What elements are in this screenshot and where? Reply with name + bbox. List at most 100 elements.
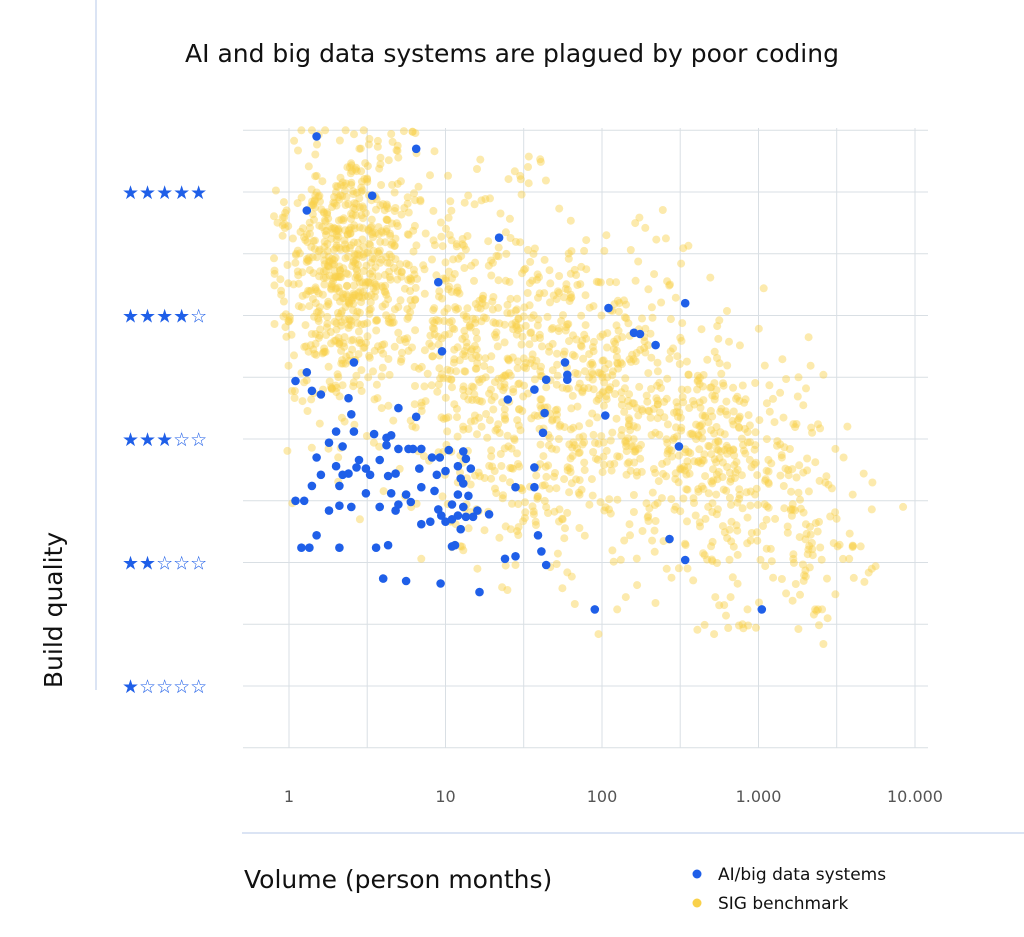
sig-benchmark-point (684, 370, 693, 379)
sig-benchmark-point (596, 369, 605, 378)
sig-benchmark-point (334, 216, 343, 225)
sig-benchmark-point (315, 419, 324, 428)
sig-benchmark-point (494, 276, 503, 285)
sig-benchmark-point (640, 343, 649, 352)
sig-benchmark-point (751, 428, 760, 437)
sig-benchmark-point (707, 383, 716, 392)
sig-benchmark-point (390, 188, 399, 197)
sig-benchmark-point (421, 229, 430, 238)
sig-benchmark-point (520, 363, 529, 372)
sig-benchmark-point (393, 222, 402, 230)
sig-benchmark-point (632, 349, 641, 357)
sig-benchmark-point (420, 346, 429, 355)
sig-benchmark-point (411, 196, 419, 205)
sig-benchmark-point (315, 245, 324, 254)
sig-benchmark-point (367, 258, 376, 267)
sig-benchmark-point (378, 340, 387, 349)
sig-benchmark-point (738, 620, 747, 629)
sig-benchmark-point (443, 427, 452, 436)
sig-benchmark-point (459, 422, 468, 431)
sig-benchmark-point (453, 413, 461, 422)
sig-benchmark-point (794, 373, 803, 382)
sig-benchmark-point (602, 446, 611, 455)
sig-benchmark-point (396, 296, 405, 305)
ai-bigdata-point (417, 444, 426, 454)
sig-benchmark-point (501, 372, 510, 381)
sig-benchmark-point (372, 316, 380, 325)
sig-benchmark-point (562, 280, 571, 289)
sig-benchmark-point (342, 245, 351, 254)
sig-benchmark-point (777, 451, 786, 460)
sig-benchmark-point (467, 261, 476, 270)
sig-benchmark-point (741, 449, 750, 458)
sig-benchmark-point (336, 245, 345, 254)
sig-benchmark-point (533, 494, 542, 503)
sig-benchmark-point (354, 260, 362, 269)
sig-benchmark-point (468, 382, 476, 391)
sig-benchmark-point (538, 481, 547, 490)
sig-benchmark-point (564, 320, 573, 328)
sig-benchmark-point (373, 136, 382, 145)
sig-benchmark-point (423, 369, 432, 378)
sig-benchmark-point (592, 396, 601, 405)
sig-benchmark-point (460, 198, 469, 207)
sig-benchmark-point (396, 260, 404, 269)
sig-benchmark-point (607, 466, 616, 475)
sig-benchmark-point (629, 491, 638, 499)
sig-benchmark-point (339, 294, 348, 302)
sig-benchmark-point (365, 309, 374, 318)
sig-benchmark-point (444, 213, 453, 222)
sig-benchmark-point (447, 375, 455, 384)
sig-benchmark-point (436, 218, 445, 227)
sig-benchmark-point (302, 342, 310, 351)
sig-benchmark-point (396, 177, 405, 186)
sig-benchmark-point (331, 253, 340, 262)
sig-benchmark-point (498, 583, 507, 592)
sig-benchmark-point (324, 362, 333, 371)
sig-benchmark-point (445, 282, 454, 291)
sig-benchmark-point (320, 209, 329, 218)
sig-benchmark-point (645, 407, 654, 416)
sig-benchmark-point (667, 495, 676, 504)
sig-benchmark-point (515, 462, 524, 471)
sig-benchmark-point (388, 137, 397, 146)
sig-benchmark-point (305, 253, 314, 262)
sig-benchmark-point (496, 382, 505, 391)
sig-benchmark-point (324, 297, 333, 306)
sig-benchmark-point (764, 479, 773, 488)
sig-benchmark-point (335, 287, 344, 296)
ai-bigdata-point (437, 347, 447, 356)
sig-benchmark-point (561, 524, 569, 533)
sig-benchmark-point (776, 440, 785, 449)
sig-benchmark-point (299, 224, 307, 233)
sig-benchmark-point (380, 206, 389, 215)
sig-benchmark-point (711, 438, 720, 447)
sig-benchmark-point (349, 190, 358, 198)
sig-benchmark-point (378, 283, 387, 292)
sig-benchmark-point (303, 238, 312, 246)
sig-benchmark-point (806, 361, 815, 370)
sig-benchmark-point (570, 441, 579, 450)
sig-benchmark-point (312, 350, 321, 359)
sig-benchmark-point (363, 332, 372, 341)
sig-benchmark-point (631, 219, 640, 228)
sig-benchmark-point (555, 204, 564, 213)
sig-benchmark-point (326, 328, 335, 336)
sig-benchmark-point (342, 352, 351, 361)
sig-benchmark-point (551, 469, 559, 477)
sig-benchmark-point (566, 216, 575, 225)
sig-benchmark-point (334, 453, 343, 462)
sig-benchmark-point (471, 471, 479, 480)
sig-benchmark-point (325, 377, 334, 386)
sig-benchmark-point (733, 416, 742, 425)
sig-benchmark-point (441, 274, 450, 283)
sig-benchmark-point (622, 439, 631, 448)
sig-benchmark-point (513, 294, 522, 303)
sig-benchmark-point (356, 287, 365, 296)
sig-benchmark-point (751, 441, 760, 450)
sig-benchmark-point (765, 381, 774, 390)
sig-benchmark-point (510, 436, 519, 444)
sig-benchmark-point (621, 437, 630, 446)
sig-benchmark-point (606, 383, 615, 392)
sig-benchmark-point (279, 198, 288, 207)
